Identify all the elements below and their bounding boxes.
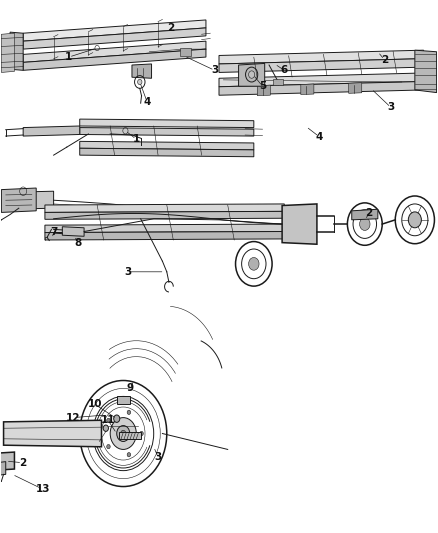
Polygon shape [415,50,437,93]
Polygon shape [219,59,424,72]
Text: 2: 2 [19,458,26,467]
Text: 2: 2 [381,55,388,64]
Polygon shape [23,28,206,49]
Polygon shape [132,64,152,78]
Polygon shape [0,452,14,470]
Text: 2: 2 [167,23,175,33]
Polygon shape [4,420,102,447]
Text: 12: 12 [66,413,81,423]
Bar [119,432,141,439]
Polygon shape [23,49,206,70]
Circle shape [138,79,142,85]
Polygon shape [219,82,424,95]
Circle shape [117,425,130,441]
Text: 3: 3 [387,102,395,112]
Circle shape [127,410,131,415]
Text: 4: 4 [144,97,151,107]
Text: 11: 11 [101,415,115,425]
Circle shape [120,430,126,437]
Polygon shape [219,50,424,64]
Polygon shape [45,224,284,232]
Circle shape [140,431,143,435]
Polygon shape [352,209,378,220]
Polygon shape [45,204,284,213]
Text: 4: 4 [315,132,323,142]
Polygon shape [80,141,254,150]
Bar [180,48,191,56]
Text: 1: 1 [65,52,72,62]
Text: 6: 6 [281,66,288,75]
Circle shape [107,445,110,449]
Polygon shape [0,462,6,475]
Polygon shape [80,148,254,157]
Text: 2: 2 [366,208,373,219]
Circle shape [114,415,120,422]
Polygon shape [10,191,53,209]
Text: 10: 10 [88,399,102,409]
Circle shape [127,453,131,457]
Polygon shape [80,119,254,127]
Circle shape [107,418,110,423]
Polygon shape [45,231,284,240]
Polygon shape [282,204,317,244]
Text: 3: 3 [124,267,131,277]
Polygon shape [23,41,206,62]
Polygon shape [349,83,362,93]
Polygon shape [1,188,36,213]
Polygon shape [239,63,265,86]
Polygon shape [219,73,424,87]
Text: 5: 5 [259,81,266,91]
Circle shape [360,217,370,230]
Polygon shape [257,85,270,96]
Polygon shape [301,84,314,94]
Polygon shape [80,127,254,136]
Circle shape [249,257,259,270]
Bar [272,79,283,85]
Circle shape [110,418,136,449]
Polygon shape [23,126,80,136]
Text: 8: 8 [74,238,81,248]
Polygon shape [23,20,206,41]
Text: 13: 13 [35,484,50,494]
Text: 1: 1 [133,134,140,144]
Circle shape [408,212,421,228]
Polygon shape [10,32,23,70]
Text: 7: 7 [50,227,57,237]
Polygon shape [45,212,284,219]
Text: 3: 3 [155,453,162,463]
Bar [117,397,130,405]
Polygon shape [62,227,84,236]
Text: 9: 9 [126,383,133,393]
Text: 3: 3 [211,66,218,75]
Polygon shape [1,33,14,72]
Circle shape [249,71,254,78]
Circle shape [103,425,109,431]
